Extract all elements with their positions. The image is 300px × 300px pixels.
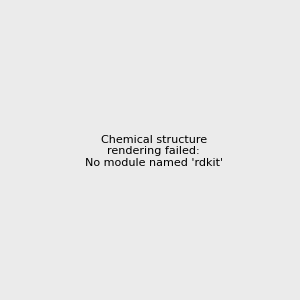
- Text: Chemical structure
rendering failed:
No module named 'rdkit': Chemical structure rendering failed: No …: [85, 135, 223, 168]
